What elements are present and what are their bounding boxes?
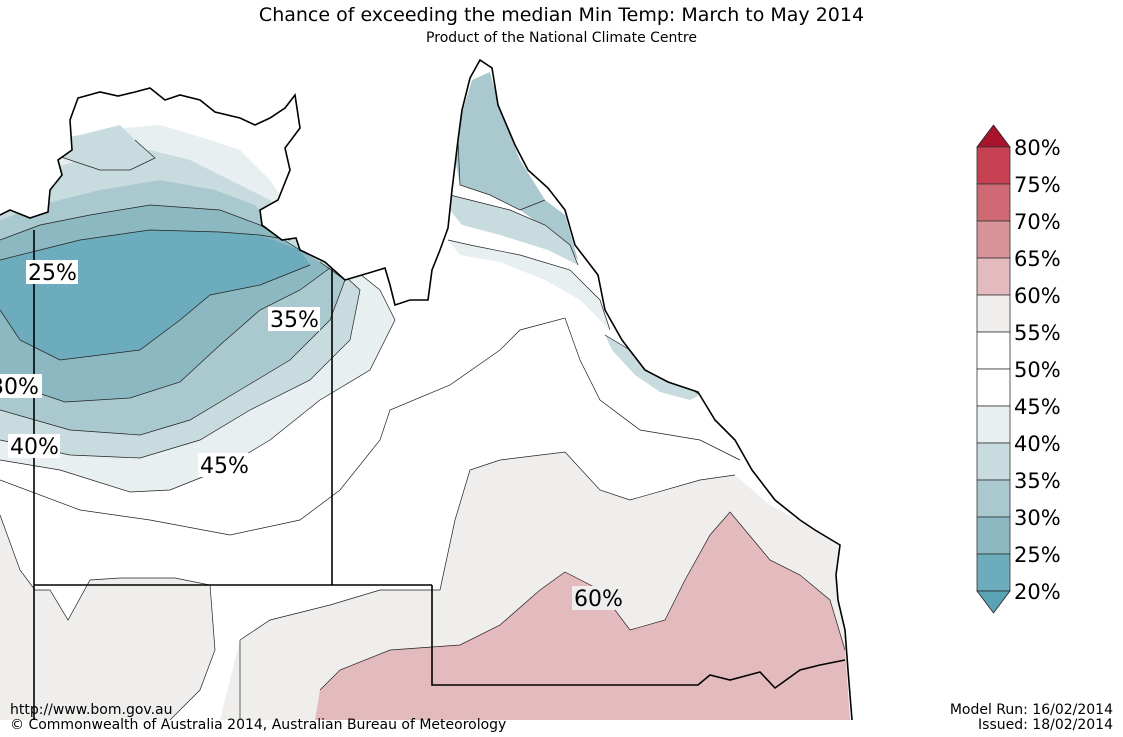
contour-label-25: 25% xyxy=(28,261,77,286)
legend-label: 65% xyxy=(1014,247,1061,271)
contour-label-45: 45% xyxy=(200,454,249,479)
map-title: Chance of exceeding the median Min Temp:… xyxy=(258,4,865,26)
state-borders xyxy=(33,230,846,720)
legend-label: 75% xyxy=(1014,173,1061,197)
legend-label: 25% xyxy=(1014,543,1061,567)
legend-swatch xyxy=(976,368,1011,407)
legend-label: 20% xyxy=(1014,580,1061,604)
legend-label: 70% xyxy=(1014,210,1061,234)
legend-label: 50% xyxy=(1014,358,1061,382)
copyright-notice: © Commonwealth of Australia 2014, Austra… xyxy=(10,717,507,733)
legend-swatch xyxy=(976,442,1011,481)
legend-swatch xyxy=(976,405,1011,444)
legend-label: 45% xyxy=(1014,395,1061,419)
contour-label-35: 35% xyxy=(270,308,319,333)
contour-lines xyxy=(0,139,846,720)
legend-swatch xyxy=(976,516,1011,555)
legend-swatch xyxy=(976,331,1011,370)
source-url[interactable]: http://www.bom.gov.au xyxy=(10,702,173,718)
legend-swatch xyxy=(976,183,1011,222)
legend-label: 80% xyxy=(1014,136,1061,160)
legend-swatch xyxy=(976,553,1011,592)
legend-label: 35% xyxy=(1014,469,1061,493)
contour-label-30: 30% xyxy=(0,375,39,400)
coastline xyxy=(0,58,853,721)
legend-label: 60% xyxy=(1014,284,1061,308)
legend-label: 30% xyxy=(1014,506,1061,530)
legend-label: 40% xyxy=(1014,432,1061,456)
contour-label-40: 40% xyxy=(10,435,59,460)
legend-over-arrow xyxy=(976,124,1011,148)
legend-swatch xyxy=(976,220,1011,259)
legend-swatch xyxy=(976,257,1011,296)
legend-swatch xyxy=(976,146,1011,185)
legend-labels: 80% 75% 70% 65% 60% 55% 50% 45% 40% 35% 30% 25% 20% xyxy=(1014,136,1061,604)
issued-date: Issued: 18/02/2014 xyxy=(978,717,1113,733)
map-subtitle: Product of the National Climate Centre xyxy=(426,30,697,46)
legend-swatches xyxy=(976,124,1011,614)
legend-swatch xyxy=(976,294,1011,333)
legend-under-arrow xyxy=(976,590,1011,614)
probability-map: 25% 35% 30% 40% 45% 60% xyxy=(0,58,853,721)
legend-swatch xyxy=(976,479,1011,518)
contour-labels: 25% 35% 30% 40% 45% 60% xyxy=(0,260,626,612)
contour-label-60: 60% xyxy=(574,587,623,612)
model-run-date: Model Run: 16/02/2014 xyxy=(949,702,1113,718)
legend-label: 55% xyxy=(1014,321,1061,345)
